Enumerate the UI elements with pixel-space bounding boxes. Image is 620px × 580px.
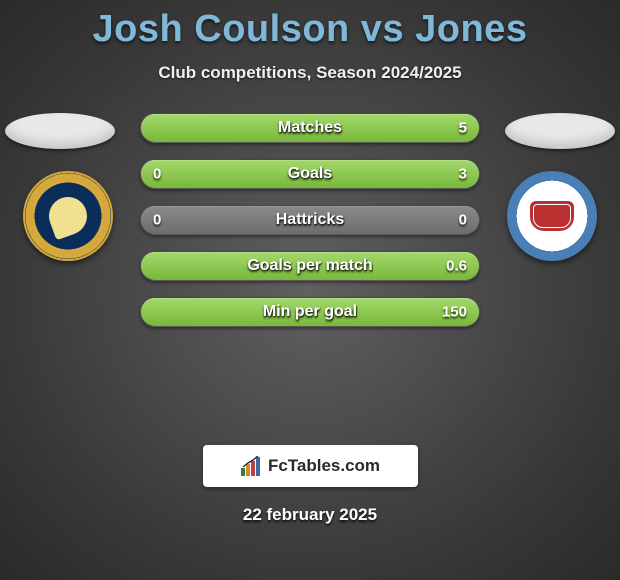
bird-icon	[44, 192, 93, 241]
fctables-logo-text: FcTables.com	[268, 456, 380, 476]
page-title: Josh Coulson vs Jones	[0, 0, 620, 51]
stat-label: Goals	[288, 165, 332, 183]
stat-value-right: 150	[442, 304, 467, 321]
stat-value-left: 0	[153, 166, 161, 183]
fctables-logo: FcTables.com	[203, 445, 418, 487]
stat-value-right: 5	[459, 120, 467, 137]
stat-row: Goals per match 0.6	[140, 251, 480, 281]
stat-row: 0 Goals 3	[140, 159, 480, 189]
page-subtitle: Club competitions, Season 2024/2025	[0, 63, 620, 83]
stat-label: Min per goal	[263, 303, 357, 321]
player-left-avatar-placeholder	[5, 113, 115, 149]
stat-label: Goals per match	[247, 257, 372, 275]
stat-value-left: 0	[153, 212, 161, 229]
player-right-avatar-placeholder	[505, 113, 615, 149]
stat-label: Hattricks	[276, 211, 344, 229]
stat-row: 0 Hattricks 0	[140, 205, 480, 235]
comparison-panel: Matches 5 0 Goals 3 0 Hattricks 0 Goals per matc…	[0, 113, 620, 433]
stat-row: Matches 5	[140, 113, 480, 143]
stat-value-right: 0	[459, 212, 467, 229]
stat-value-right: 0.6	[446, 258, 467, 275]
club-badge-left	[23, 171, 113, 261]
stat-rows-container: Matches 5 0 Goals 3 0 Hattricks 0 Goals per matc…	[140, 113, 480, 343]
stat-label: Matches	[278, 119, 342, 137]
footer-date: 22 february 2025	[0, 505, 620, 525]
bar-chart-icon	[240, 456, 262, 476]
stat-value-right: 3	[459, 166, 467, 183]
stat-row: Min per goal 150	[140, 297, 480, 327]
club-badge-right	[507, 171, 597, 261]
shield-icon	[530, 201, 574, 231]
